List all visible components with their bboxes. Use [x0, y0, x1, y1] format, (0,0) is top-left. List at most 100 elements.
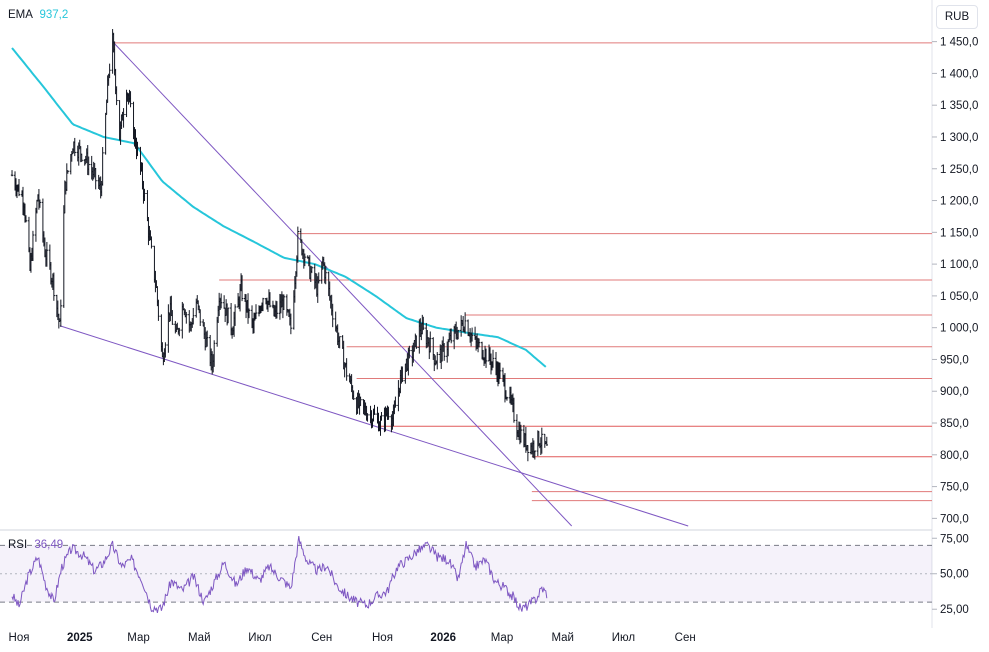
candle-245 — [352, 390, 355, 401]
candle-140 — [206, 330, 209, 347]
candle-35 — [59, 299, 63, 327]
candle-90 — [136, 141, 139, 157]
candle-383 — [545, 436, 548, 446]
candle-180 — [261, 297, 265, 312]
candle-110 — [164, 342, 167, 358]
candle-95 — [143, 188, 146, 202]
candle-40 — [66, 170, 69, 174]
candle-17 — [35, 199, 39, 214]
ema-legend: EMA 937,2 — [8, 9, 68, 21]
candle-290 — [415, 335, 418, 349]
candle-60 — [94, 167, 97, 190]
candle-325 — [463, 312, 467, 334]
candle-155 — [226, 307, 230, 324]
candle-340 — [484, 348, 488, 368]
price-tick-label: 1 250,0 — [940, 164, 978, 176]
candle-20 — [38, 199, 42, 208]
candle-370 — [526, 445, 530, 462]
price-tick-label: 1 100,0 — [940, 259, 978, 271]
price-tick-label: 950,0 — [940, 354, 969, 366]
candle-230 — [331, 303, 334, 328]
time-tick-label: Июл — [612, 632, 635, 644]
candle-45 — [73, 137, 76, 157]
time-tick-label: Мар — [127, 632, 150, 644]
candle-0 — [10, 170, 14, 177]
candle-295 — [422, 316, 425, 331]
time-tick-label: Июл — [248, 632, 271, 644]
price-tick-label: 1 200,0 — [940, 196, 978, 208]
candle-190 — [275, 301, 279, 319]
candle-150 — [219, 293, 223, 309]
candle-135 — [199, 309, 202, 326]
candle-100 — [150, 236, 153, 249]
candle-350 — [498, 362, 502, 379]
candle-205 — [296, 226, 300, 263]
rsi-legend: RSI 36,49 — [8, 539, 63, 551]
price-tick-label: 900,0 — [940, 386, 969, 398]
ema-legend-value: 937,2 — [39, 9, 69, 21]
candle-355 — [505, 396, 509, 401]
rsi-tick-label: 50,00 — [940, 569, 969, 581]
candle-210 — [303, 253, 307, 267]
candle-365 — [519, 424, 523, 443]
candle-280 — [401, 366, 404, 383]
rsi-tick-label: 25,00 — [940, 604, 969, 616]
candle-305 — [436, 352, 439, 370]
time-tick-label: 2025 — [67, 632, 93, 644]
price-tick-label: 1 450,0 — [940, 37, 978, 49]
candle-5 — [17, 179, 21, 197]
rsi-line — [11, 536, 548, 614]
candle-55 — [87, 156, 90, 176]
trend-line-0 — [112, 41, 573, 527]
price-tick-label: 1 400,0 — [940, 68, 978, 80]
candle-85 — [129, 91, 132, 108]
candle-15 — [31, 230, 35, 261]
candle-360 — [512, 397, 516, 423]
rsi-tick-label: 75,00 — [940, 533, 969, 545]
price-tick-label: 800,0 — [940, 450, 969, 462]
candle-10 — [24, 215, 28, 223]
candle-25 — [45, 241, 49, 267]
candle-235 — [338, 336, 341, 349]
price-tick-label: 1 050,0 — [940, 291, 978, 303]
time-tick-label: Ноя — [9, 632, 30, 644]
candle-285 — [408, 345, 411, 359]
candle-65 — [101, 147, 104, 186]
price-tick-label: 1 000,0 — [940, 323, 978, 335]
candle-260 — [373, 404, 376, 415]
candle-315 — [449, 328, 453, 344]
candle-66 — [104, 112, 107, 155]
candle-80 — [122, 108, 125, 128]
candle-185 — [268, 292, 272, 308]
price-tick-label: 1 150,0 — [940, 227, 978, 239]
time-tick-label: Май — [551, 632, 574, 644]
candle-11 — [27, 216, 31, 253]
time-tick-label: Сен — [675, 632, 696, 644]
candle-50 — [80, 153, 83, 162]
price-tick-label: 850,0 — [940, 418, 969, 430]
candle-130 — [192, 307, 195, 325]
candle-381 — [543, 433, 546, 448]
candle-145 — [212, 340, 216, 367]
candle-151 — [222, 295, 226, 309]
candle-310 — [443, 343, 446, 361]
candle-105 — [157, 299, 160, 321]
price-tick-label: 700,0 — [940, 513, 969, 525]
time-tick-label: 2026 — [430, 632, 456, 644]
rsi-legend-value: 36,49 — [34, 539, 64, 551]
candle-250 — [359, 396, 362, 407]
candle-330 — [470, 327, 474, 342]
time-tick-label: Мар — [491, 632, 514, 644]
candle-75 — [115, 86, 118, 106]
candle-200 — [289, 313, 293, 335]
candle-70 — [108, 63, 111, 79]
candle-195 — [282, 294, 286, 310]
candle-170 — [247, 308, 251, 319]
currency-button[interactable]: RUB — [936, 5, 978, 29]
candles-group — [10, 29, 548, 462]
candle-320 — [456, 329, 460, 340]
candle-240 — [345, 358, 348, 381]
candle-160 — [233, 304, 237, 326]
price-tick-label: 750,0 — [940, 482, 969, 494]
